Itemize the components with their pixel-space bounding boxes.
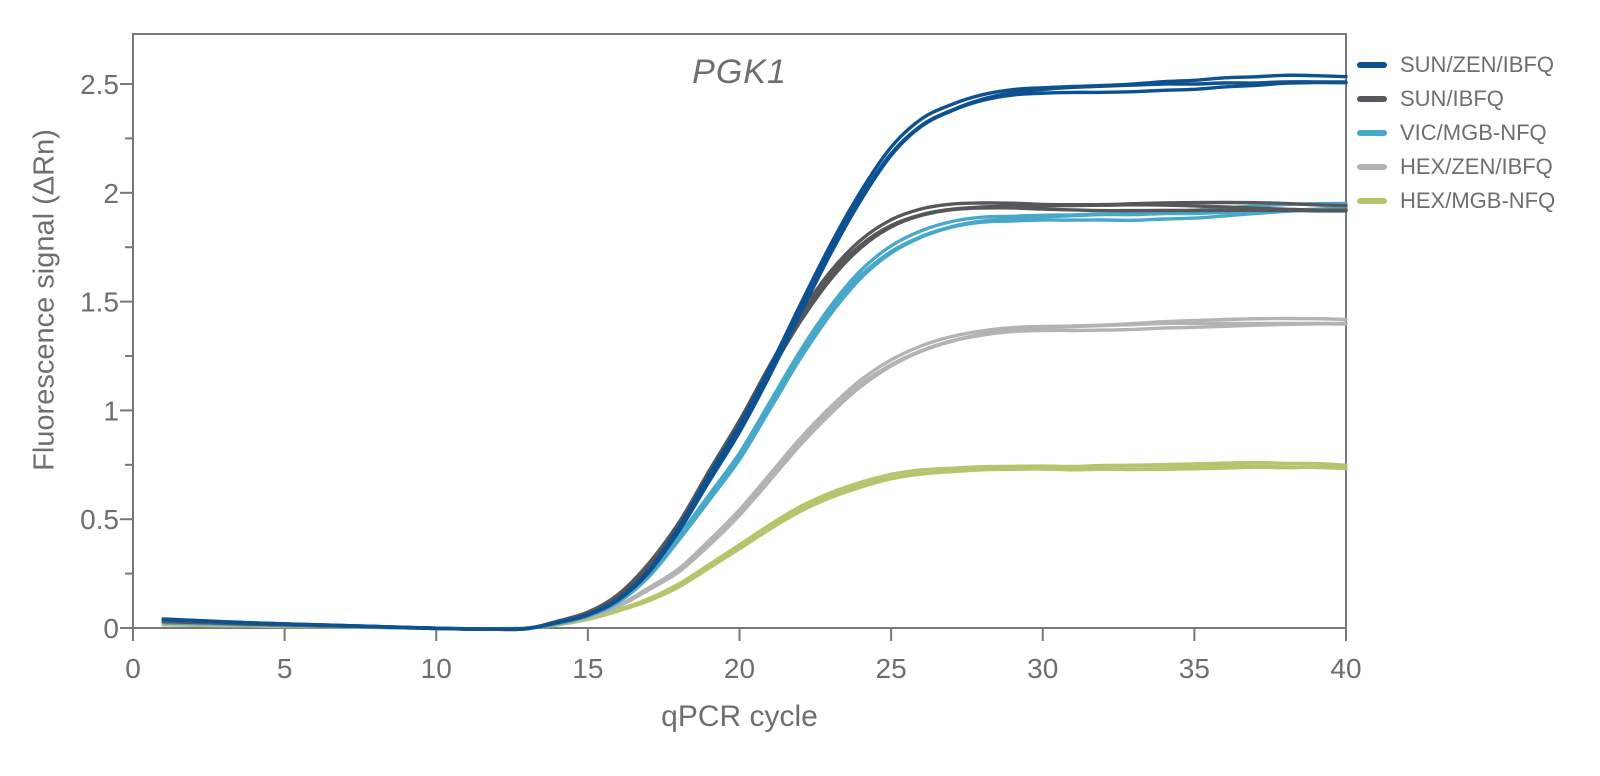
legend-item-vic-mgb-nfq: VIC/MGB-NFQ — [1357, 116, 1555, 150]
legend-item-hex-mgb-nfq: HEX/MGB-NFQ — [1357, 184, 1555, 218]
legend-label: SUN/IBFQ — [1400, 86, 1504, 111]
legend-swatch-icon — [1357, 130, 1387, 136]
chart-title: PGK1 — [692, 53, 787, 91]
legend-label: HEX/MGB-NFQ — [1400, 188, 1556, 213]
legend-label: VIC/MGB-NFQ — [1400, 120, 1547, 145]
legend-swatch-icon — [1357, 96, 1387, 102]
svg-text:0: 0 — [125, 653, 141, 684]
legend-item-sun-ibfq: SUN/IBFQ — [1357, 82, 1555, 116]
svg-text:20: 20 — [724, 653, 755, 684]
legend: SUN/ZEN/IBFQ SUN/IBFQ VIC/MGB-NFQ HEX/ZE… — [1357, 48, 1555, 218]
svg-text:40: 40 — [1330, 653, 1361, 684]
svg-text:30: 30 — [1027, 653, 1058, 684]
svg-text:35: 35 — [1179, 653, 1210, 684]
legend-swatch-icon — [1357, 62, 1387, 68]
legend-swatch-icon — [1357, 198, 1387, 204]
svg-text:2: 2 — [103, 178, 119, 209]
svg-text:15: 15 — [572, 653, 603, 684]
legend-swatch-icon — [1357, 164, 1387, 170]
legend-label: SUN/ZEN/IBFQ — [1400, 52, 1555, 77]
svg-text:0.5: 0.5 — [80, 504, 119, 535]
svg-text:1: 1 — [103, 395, 119, 426]
svg-text:1.5: 1.5 — [80, 287, 119, 318]
svg-text:25: 25 — [876, 653, 907, 684]
legend-item-hex-zen-ibfq: HEX/ZEN/IBFQ — [1357, 150, 1555, 184]
svg-text:5: 5 — [277, 653, 293, 684]
svg-text:0: 0 — [103, 613, 119, 644]
y-axis-label: Fluorescence signal (ΔRn) — [28, 129, 61, 471]
legend-label: HEX/ZEN/IBFQ — [1400, 154, 1553, 179]
legend-item-sun-zen-ibfq: SUN/ZEN/IBFQ — [1357, 48, 1555, 82]
svg-text:10: 10 — [421, 653, 452, 684]
svg-text:2.5: 2.5 — [80, 69, 119, 100]
x-axis-label: qPCR cycle — [661, 700, 818, 733]
